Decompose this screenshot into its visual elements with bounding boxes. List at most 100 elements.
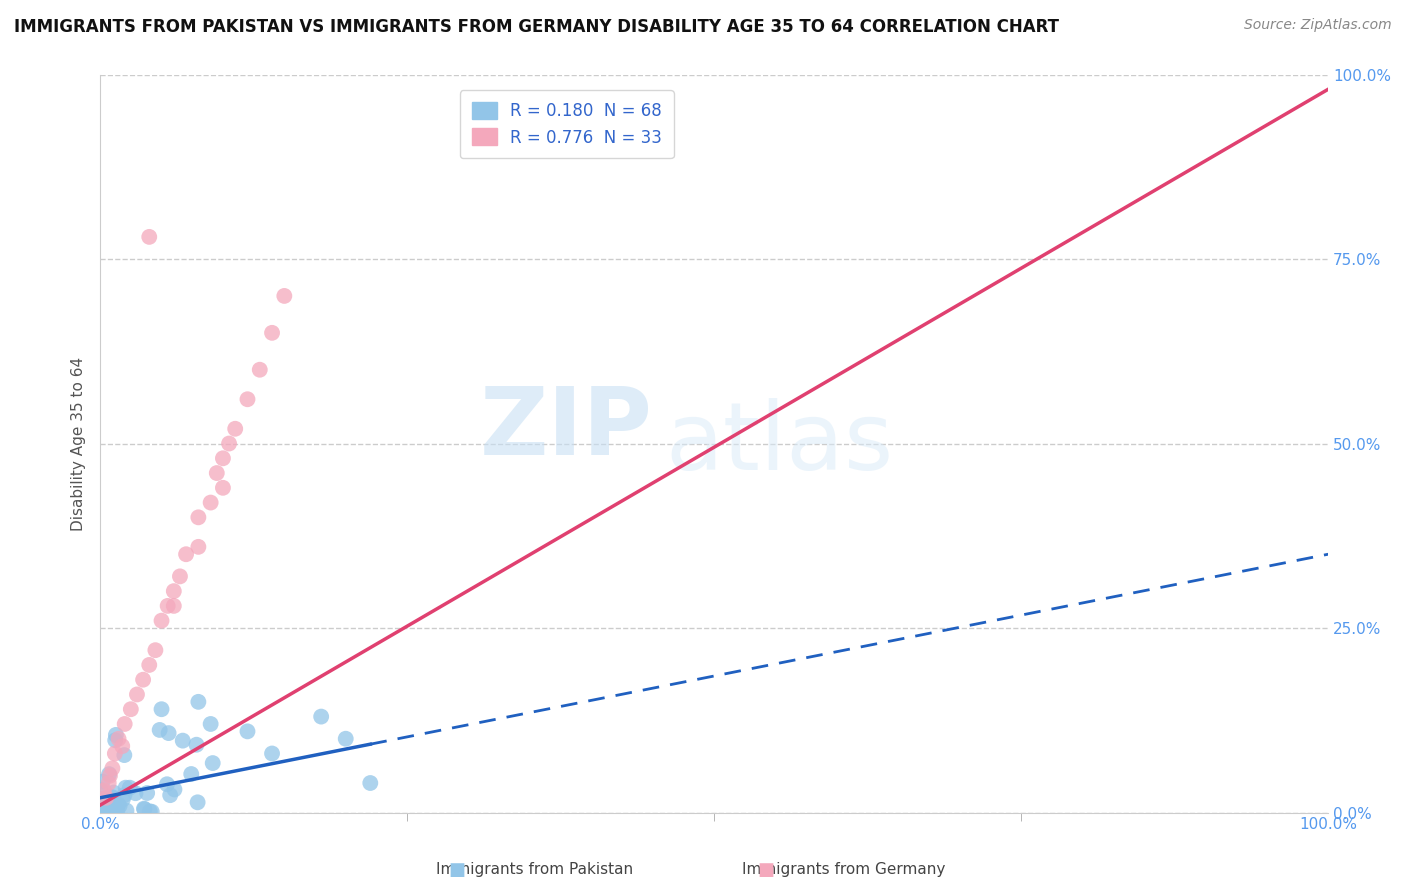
Point <box>187 795 209 809</box>
Point <box>104 747 127 761</box>
Point <box>149 723 172 737</box>
Text: atlas: atlas <box>665 398 893 490</box>
Point <box>98 769 121 783</box>
Point <box>187 695 209 709</box>
Point <box>212 481 235 495</box>
Point <box>187 540 209 554</box>
Point <box>112 748 135 763</box>
Point <box>94 791 117 805</box>
Point <box>97 802 120 816</box>
Point <box>101 761 124 775</box>
Point <box>138 230 160 244</box>
Point <box>138 657 160 672</box>
Text: Immigrants from Germany: Immigrants from Germany <box>742 863 945 877</box>
Point <box>201 756 224 770</box>
Point <box>359 776 381 790</box>
Point <box>200 717 222 731</box>
Point <box>104 728 127 742</box>
Point <box>107 731 129 746</box>
Point <box>218 436 240 450</box>
Point <box>309 709 332 723</box>
Point <box>103 786 125 800</box>
Point <box>91 792 114 806</box>
Point <box>91 802 114 816</box>
Point <box>90 802 112 816</box>
Point <box>91 801 114 815</box>
Point <box>114 780 136 795</box>
Point <box>105 805 128 819</box>
Point <box>224 422 246 436</box>
Point <box>96 796 118 810</box>
Point <box>132 802 155 816</box>
Point <box>260 747 283 761</box>
Point <box>186 738 208 752</box>
Point <box>103 798 125 813</box>
Point <box>97 802 120 816</box>
Point <box>159 788 181 802</box>
Point <box>141 805 163 819</box>
Point <box>273 289 295 303</box>
Point <box>91 774 114 789</box>
Point <box>163 584 186 599</box>
Point <box>169 569 191 583</box>
Point <box>94 803 117 817</box>
Point <box>236 392 259 407</box>
Point <box>100 805 122 820</box>
Point <box>118 780 141 795</box>
Point <box>93 800 115 814</box>
Point <box>163 599 186 613</box>
Point <box>103 794 125 808</box>
Point <box>94 803 117 817</box>
Point <box>150 702 173 716</box>
Point <box>114 788 136 802</box>
Point <box>136 786 159 800</box>
Point <box>236 724 259 739</box>
Point <box>200 495 222 509</box>
Point <box>156 777 179 791</box>
Y-axis label: Disability Age 35 to 64: Disability Age 35 to 64 <box>72 357 86 531</box>
Point <box>103 798 125 813</box>
Legend: R = 0.180  N = 68, R = 0.776  N = 33: R = 0.180 N = 68, R = 0.776 N = 33 <box>460 90 673 158</box>
Text: IMMIGRANTS FROM PAKISTAN VS IMMIGRANTS FROM GERMANY DISABILITY AGE 35 TO 64 CORR: IMMIGRANTS FROM PAKISTAN VS IMMIGRANTS F… <box>14 18 1059 36</box>
Point <box>91 802 114 816</box>
Point <box>157 726 180 740</box>
Text: Source: ZipAtlas.com: Source: ZipAtlas.com <box>1244 18 1392 32</box>
Point <box>96 790 118 805</box>
Point <box>174 547 197 561</box>
Point <box>91 804 114 818</box>
Point <box>104 733 127 747</box>
Point <box>132 673 155 687</box>
Point <box>90 792 112 806</box>
Point <box>93 804 115 818</box>
Point <box>90 795 112 809</box>
Point <box>120 702 142 716</box>
Point <box>124 786 146 800</box>
Point <box>111 792 134 806</box>
Point <box>98 767 121 781</box>
Point <box>98 794 121 808</box>
Point <box>260 326 283 340</box>
Point <box>94 797 117 811</box>
Point <box>107 797 129 812</box>
Point <box>108 799 131 814</box>
Point <box>139 805 162 819</box>
Point <box>111 739 134 753</box>
Point <box>180 767 202 781</box>
Point <box>172 733 194 747</box>
Point <box>93 783 115 797</box>
Point <box>150 614 173 628</box>
Point <box>91 804 114 818</box>
Point <box>90 805 112 819</box>
Point <box>134 802 156 816</box>
Text: ZIP: ZIP <box>479 383 652 475</box>
Point <box>125 688 148 702</box>
Point <box>145 643 167 657</box>
Point <box>205 466 228 480</box>
Text: ■: ■ <box>449 861 465 879</box>
Point <box>212 451 235 466</box>
Text: Immigrants from Pakistan: Immigrants from Pakistan <box>436 863 633 877</box>
Text: ■: ■ <box>758 861 775 879</box>
Point <box>249 362 271 376</box>
Point <box>93 805 115 819</box>
Point <box>187 510 209 524</box>
